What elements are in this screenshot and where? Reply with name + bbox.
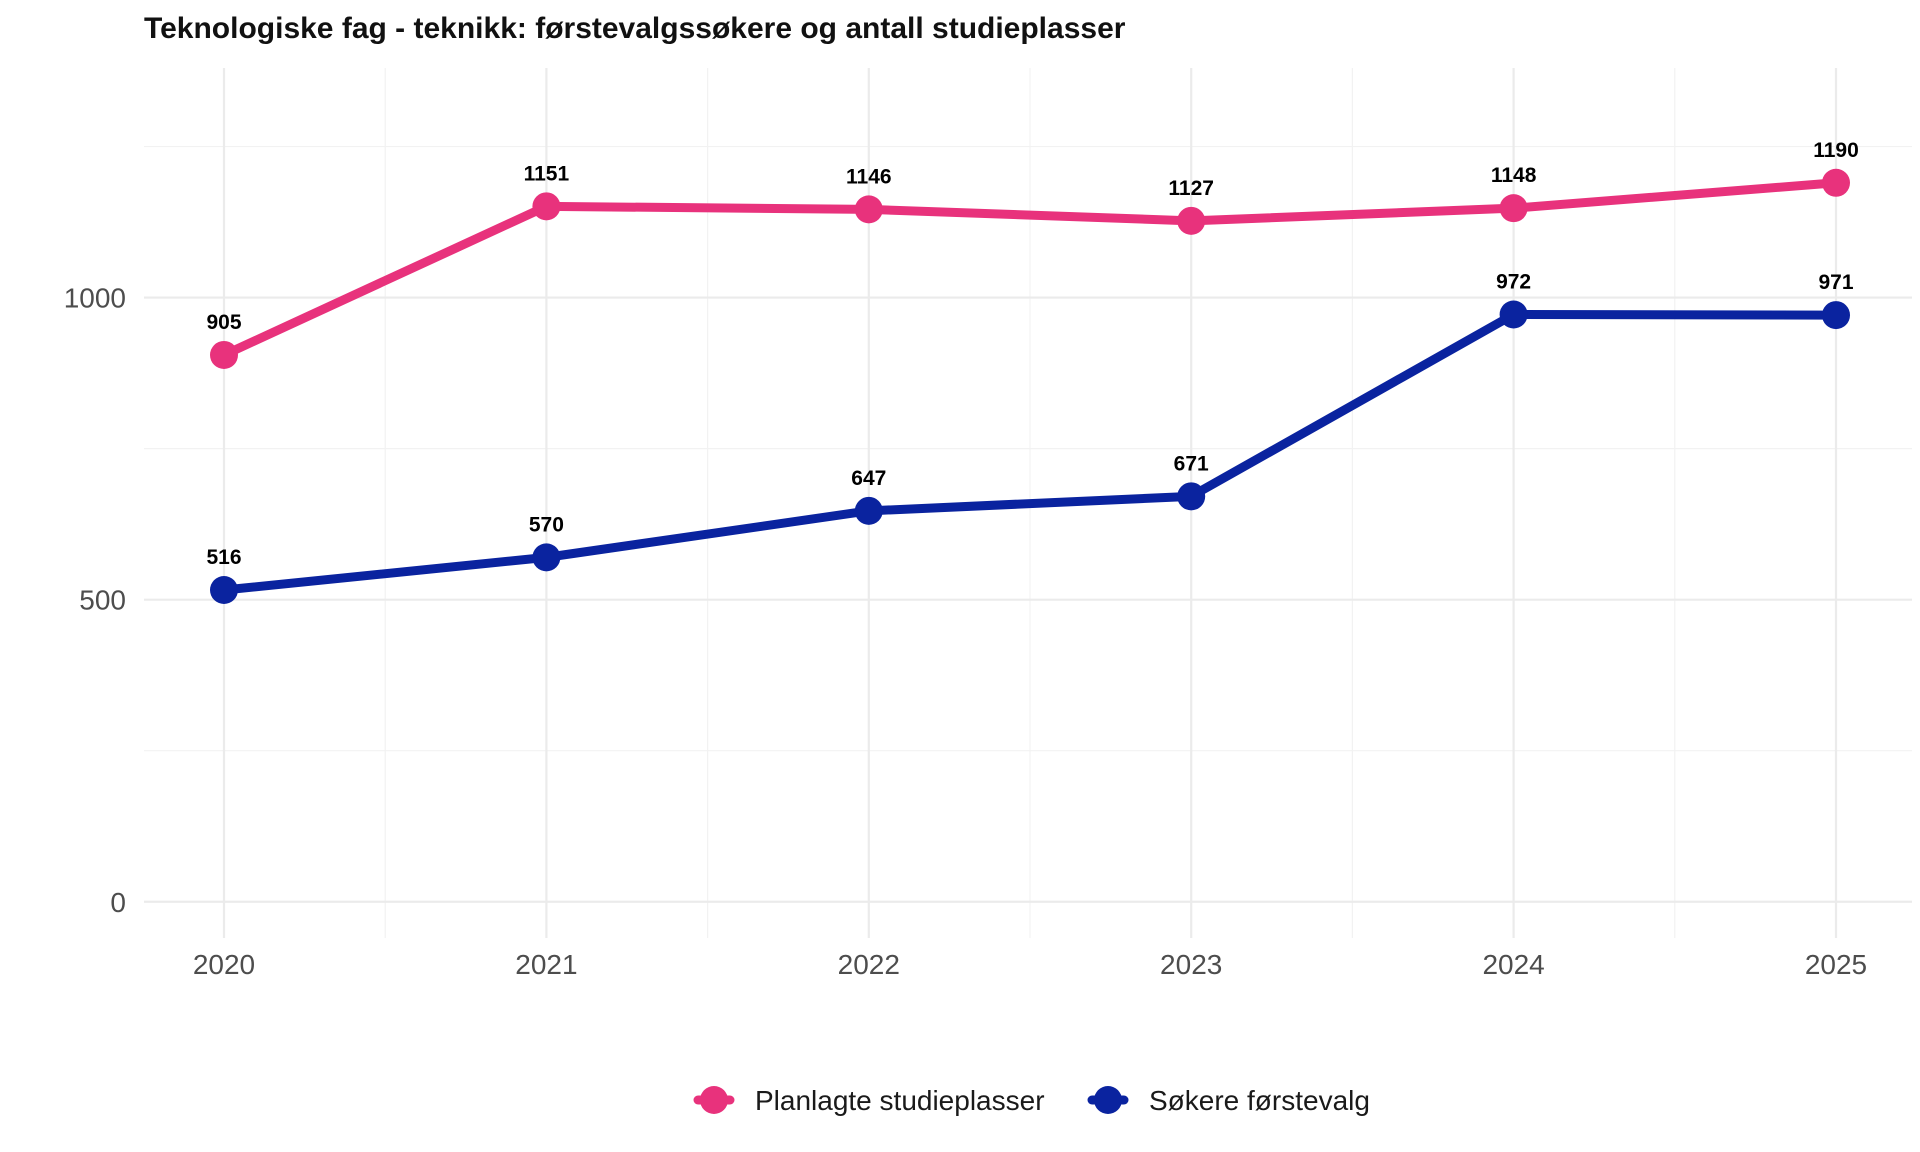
data-point <box>1822 301 1850 330</box>
data-label: 1146 <box>846 165 892 188</box>
data-point <box>1822 168 1850 197</box>
data-label: 671 <box>1174 452 1209 475</box>
x-tick-label: 2020 <box>193 949 255 980</box>
data-point <box>210 340 238 369</box>
data-point <box>1177 482 1206 511</box>
legend-swatch-point <box>1094 1086 1122 1114</box>
data-point <box>532 543 561 572</box>
chart-title: Teknologiske fag - teknikk: førstevalgss… <box>144 12 1126 45</box>
x-tick-label: 2022 <box>838 949 900 980</box>
x-tick-label: 2021 <box>515 949 577 980</box>
data-label: 516 <box>206 546 241 569</box>
legend: Planlagte studieplasser Søkere førstevalg <box>693 1085 1370 1116</box>
series-line-1 <box>219 310 1841 595</box>
data-label: 971 <box>1818 271 1853 294</box>
data-label: 1148 <box>1491 164 1537 187</box>
data-point <box>532 192 561 221</box>
y-tick-label: 500 <box>79 585 126 616</box>
legend-swatch-point <box>700 1086 728 1114</box>
data-label: 1190 <box>1813 139 1859 162</box>
axis-tick-labels: 0 500 1000 2020 2021 2022 2023 2024 2025 <box>64 283 1867 980</box>
series-lines <box>210 168 1850 604</box>
data-point <box>210 576 238 604</box>
y-tick-label: 1000 <box>64 283 126 314</box>
data-labels: 905 1151 1146 1127 1148 1190 516 570 647 671 972 97… <box>206 139 1858 569</box>
data-point <box>854 195 883 224</box>
data-point <box>1499 194 1528 223</box>
x-tick-label: 2023 <box>1160 949 1222 980</box>
data-point <box>854 496 883 525</box>
data-label: 1127 <box>1168 177 1214 200</box>
legend-label: Planlagte studieplasser <box>755 1085 1045 1116</box>
series-line-0 <box>219 178 1841 360</box>
x-tick-label: 2025 <box>1805 949 1867 980</box>
data-label: 570 <box>529 513 564 536</box>
data-label: 905 <box>206 311 241 334</box>
x-tick-label: 2024 <box>1482 949 1544 980</box>
data-label: 647 <box>851 467 886 490</box>
data-point <box>1177 206 1206 235</box>
data-label: 1151 <box>524 162 570 185</box>
legend-label: Søkere førstevalg <box>1149 1085 1370 1116</box>
y-tick-label: 0 <box>110 887 126 918</box>
data-label: 972 <box>1496 271 1531 294</box>
data-point <box>1499 300 1528 329</box>
